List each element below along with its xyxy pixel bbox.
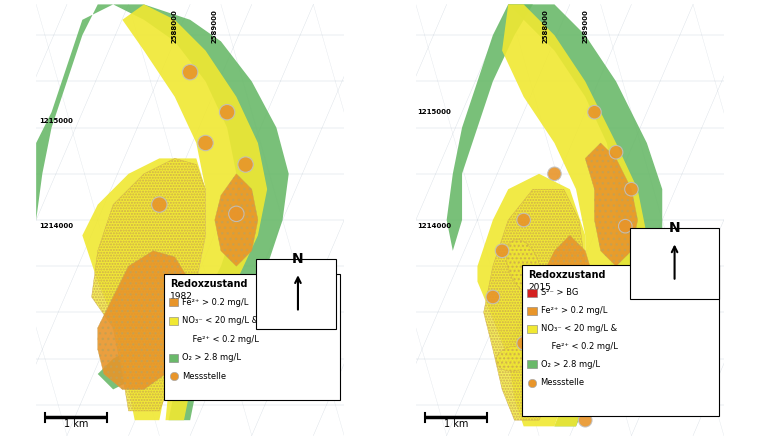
Text: Redoxzustand: Redoxzustand	[528, 270, 606, 280]
Text: 2589000: 2589000	[582, 9, 588, 43]
Circle shape	[548, 367, 561, 381]
Text: N: N	[669, 221, 680, 235]
Text: O₂ > 2.8 mg/L: O₂ > 2.8 mg/L	[182, 353, 242, 362]
Text: 1 km: 1 km	[444, 419, 468, 429]
Text: 1982: 1982	[170, 292, 193, 301]
Polygon shape	[502, 4, 647, 426]
Circle shape	[496, 244, 509, 257]
Polygon shape	[508, 312, 555, 359]
Circle shape	[548, 167, 561, 180]
FancyBboxPatch shape	[630, 228, 719, 298]
Text: Fe²⁺ > 0.2 mg/L: Fe²⁺ > 0.2 mg/L	[540, 306, 607, 315]
Bar	[169, 354, 179, 362]
Text: 2588000: 2588000	[172, 9, 178, 43]
Polygon shape	[508, 4, 662, 426]
Circle shape	[578, 414, 592, 427]
Bar	[527, 307, 537, 315]
FancyBboxPatch shape	[256, 258, 337, 329]
Circle shape	[220, 105, 235, 120]
Polygon shape	[483, 189, 585, 420]
Circle shape	[182, 64, 198, 80]
Bar	[169, 298, 179, 306]
Text: Fe²⁺ < 0.2 mg/L: Fe²⁺ < 0.2 mg/L	[182, 335, 259, 344]
Text: Fe²⁺ < 0.2 mg/L: Fe²⁺ < 0.2 mg/L	[540, 342, 617, 351]
Text: 1214000: 1214000	[40, 223, 74, 229]
Circle shape	[152, 197, 167, 212]
Text: 1 km: 1 km	[64, 419, 88, 429]
Circle shape	[517, 337, 530, 350]
Text: Messstelle: Messstelle	[540, 378, 584, 387]
Polygon shape	[36, 4, 113, 220]
Polygon shape	[533, 235, 594, 389]
Polygon shape	[585, 143, 638, 266]
Text: NO₃⁻ < 20 mg/L &: NO₃⁻ < 20 mg/L &	[182, 316, 258, 325]
FancyBboxPatch shape	[522, 264, 719, 415]
Text: O₂ > 2.8 mg/L: O₂ > 2.8 mg/L	[540, 360, 600, 369]
Text: NO₃⁻ < 20 mg/L &: NO₃⁻ < 20 mg/L &	[540, 324, 616, 333]
Text: Messstelle: Messstelle	[182, 372, 226, 381]
Polygon shape	[477, 174, 585, 426]
Circle shape	[517, 213, 530, 227]
Circle shape	[563, 398, 577, 411]
Bar	[169, 317, 179, 325]
Text: 1215000: 1215000	[417, 109, 451, 115]
Circle shape	[229, 206, 244, 221]
Circle shape	[610, 146, 623, 159]
Bar	[527, 289, 537, 297]
Text: 1214000: 1214000	[417, 223, 451, 229]
Polygon shape	[82, 158, 205, 420]
Text: 2589000: 2589000	[212, 9, 218, 43]
Text: 2015: 2015	[528, 283, 551, 292]
Ellipse shape	[506, 240, 541, 293]
Text: 1215000: 1215000	[40, 118, 73, 125]
Circle shape	[625, 183, 638, 196]
Ellipse shape	[496, 346, 533, 371]
Bar	[527, 325, 537, 333]
Circle shape	[486, 290, 499, 304]
Circle shape	[619, 220, 632, 233]
Bar	[527, 360, 537, 368]
Polygon shape	[92, 158, 205, 411]
Circle shape	[167, 280, 182, 296]
Text: N: N	[292, 252, 304, 266]
Polygon shape	[98, 343, 169, 389]
Text: Redoxzustand: Redoxzustand	[170, 279, 248, 289]
Text: S²⁻ > BG: S²⁻ > BG	[540, 289, 578, 297]
Polygon shape	[98, 251, 190, 389]
Circle shape	[198, 135, 214, 150]
Polygon shape	[447, 4, 533, 251]
Polygon shape	[215, 174, 258, 266]
Circle shape	[587, 106, 601, 119]
Text: Fe²⁺ > 0.2 mg/L: Fe²⁺ > 0.2 mg/L	[182, 298, 249, 307]
FancyBboxPatch shape	[164, 274, 340, 400]
Polygon shape	[98, 4, 289, 420]
Circle shape	[238, 157, 253, 172]
Text: 2588000: 2588000	[542, 9, 548, 43]
Polygon shape	[122, 4, 268, 420]
